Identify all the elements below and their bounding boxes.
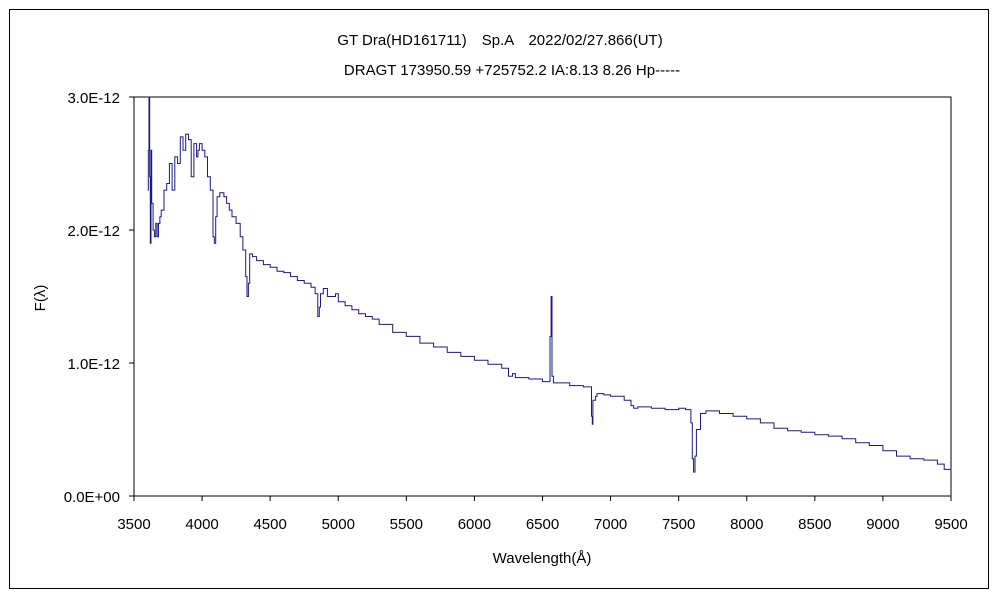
x-axis-label: Wavelength(Å)	[493, 550, 592, 567]
x-tick-label: 4500	[253, 516, 286, 533]
x-tick-label: 8000	[730, 516, 763, 533]
x-tick-label: 4000	[185, 516, 218, 533]
x-tick-label: 5500	[390, 516, 423, 533]
y-axis: 0.0E+00 1.0E-12 2.0E-12 3.0E-12	[64, 90, 134, 506]
x-tick-label: 7000	[594, 516, 627, 533]
y-tick-label: 2.0E-12	[67, 223, 120, 240]
y-axis-label: F(λ)	[32, 285, 49, 312]
y-tick-label: 3.0E-12	[67, 90, 120, 107]
x-tick-label: 5000	[322, 516, 355, 533]
y-tick-label: 1.0E-12	[67, 356, 120, 373]
chart-title-line2: DRAGT 173950.59 +725752.2 IA:8.13 8.26 H…	[344, 62, 680, 79]
x-tick-label: 6500	[526, 516, 559, 533]
x-tick-label: 3500	[117, 516, 150, 533]
chart-title-line1: GT Dra(HD161711) Sp.A 2022/02/27.866(UT)	[337, 32, 662, 49]
y-tick-label: 0.0E+00	[64, 489, 120, 506]
x-tick-label: 8500	[798, 516, 831, 533]
plot-area	[133, 96, 952, 497]
x-axis: 3500 4000 4500 5000 5500 6000 6500 7000 7500 8000…	[117, 496, 968, 533]
spectrum-line	[147, 96, 952, 473]
x-tick-label: 9000	[866, 516, 899, 533]
series-layer	[147, 96, 952, 473]
x-tick-label: 7500	[662, 516, 695, 533]
x-tick-label: 9500	[934, 516, 967, 533]
x-tick-label: 6000	[458, 516, 491, 533]
